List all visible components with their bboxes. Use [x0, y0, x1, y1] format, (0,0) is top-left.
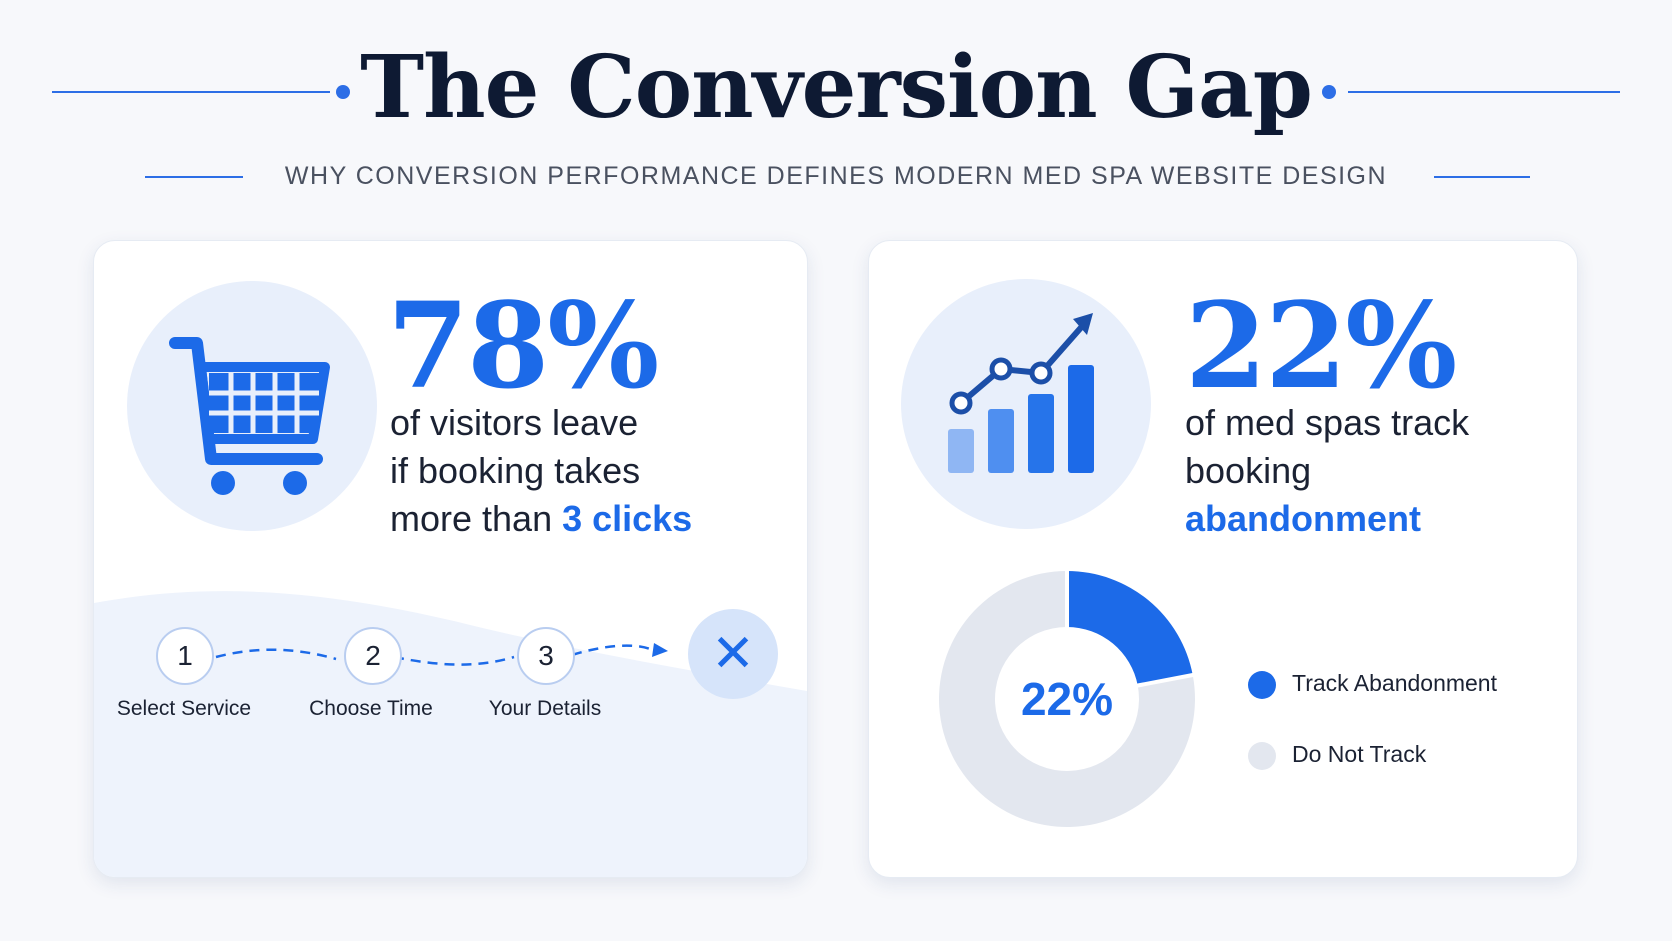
legend-dot-not-track	[1248, 742, 1276, 770]
step-1-label: Select Service	[116, 697, 252, 720]
tracking-line-1: of med spas track	[1185, 402, 1470, 443]
step-1-circle: 1	[156, 627, 214, 685]
step-2-circle: 2	[344, 627, 402, 685]
x-icon: ✕	[688, 609, 778, 699]
visitor-leave-stat: 78%	[387, 276, 659, 415]
donut-separator-1	[1135, 672, 1196, 688]
legend-dot-track	[1248, 671, 1276, 699]
stat-line-1: of visitors leave	[390, 402, 639, 443]
tracking-card: 22% of med spas track booking abandonmen…	[868, 240, 1578, 878]
subtitle-right-line	[1434, 176, 1530, 178]
growth-icon-circle	[901, 279, 1151, 529]
growth-chart-icon	[948, 313, 1094, 473]
abandonment-highlight: abandonment	[1185, 498, 1422, 539]
visitor-leave-card: 78% of visitors leave if booking takes m…	[93, 240, 808, 878]
clicks-highlight: 3 clicks	[562, 498, 693, 539]
step-3-circle: 3	[517, 627, 575, 685]
step-2-label: Choose Time	[309, 697, 433, 720]
steps-connector	[215, 643, 668, 666]
step-3-label: Your Details	[488, 697, 602, 720]
donut-slice-not-track	[939, 571, 1195, 827]
stat-line-3-prefix: more than	[390, 498, 563, 539]
page-subtitle: WHY CONVERSION PERFORMANCE DEFINES MODER…	[284, 162, 1388, 190]
donut-slice-track	[1067, 571, 1193, 686]
title-right-dot	[1322, 85, 1336, 99]
tracking-text: of med spas track booking abandonment	[1185, 399, 1469, 543]
title-left-dot	[336, 85, 350, 99]
tracking-donut-chart	[939, 569, 1196, 827]
legend-label-track: Track Abandonment	[1292, 670, 1497, 696]
page-title: The Conversion Gap	[360, 37, 1313, 138]
stat-line-2: if booking takes	[390, 450, 641, 491]
tracking-line-2: booking	[1185, 450, 1312, 491]
wave-background	[94, 591, 807, 877]
title-right-line	[1348, 91, 1620, 93]
cart-icon-circle	[127, 281, 377, 531]
title-left-line	[52, 91, 330, 93]
header: The Conversion Gap	[0, 30, 1672, 170]
tracking-stat: 22%	[1185, 276, 1457, 415]
shopping-cart-icon	[169, 337, 330, 495]
legend-label-not-track: Do Not Track	[1292, 741, 1427, 767]
donut-center-value: 22%	[1020, 673, 1114, 725]
stat-line-3: more than 3 clicks	[390, 495, 692, 543]
visitor-leave-text: of visitors leave if booking takes more …	[390, 399, 692, 543]
subtitle-left-line	[145, 176, 243, 178]
